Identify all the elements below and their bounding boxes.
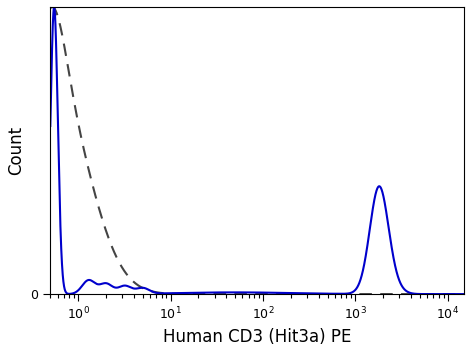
X-axis label: Human CD3 (Hit3a) PE: Human CD3 (Hit3a) PE [163,328,351,346]
Y-axis label: Count: Count [7,126,25,175]
